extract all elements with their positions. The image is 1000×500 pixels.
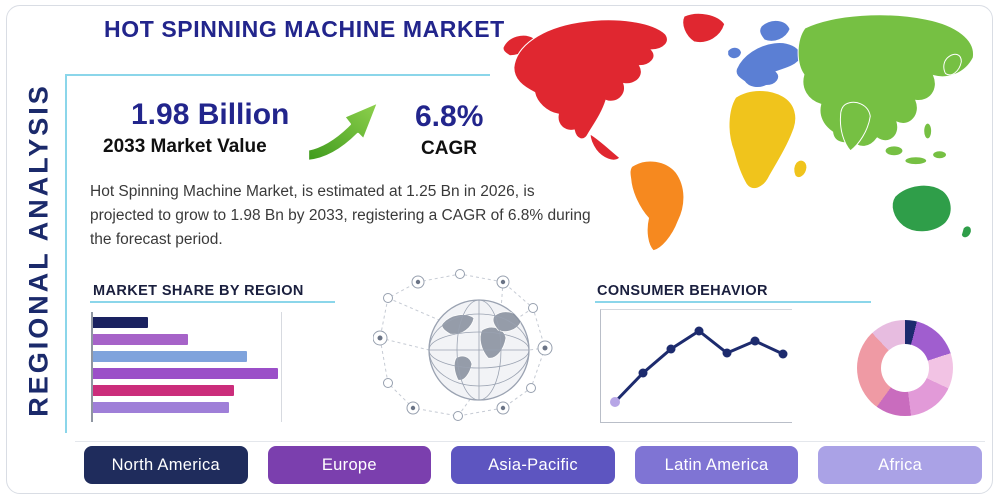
line-point-5 — [751, 337, 760, 346]
growth-arrow-icon — [303, 84, 385, 166]
line-point-1 — [639, 369, 648, 378]
section-title-market-share: MARKET SHARE BY REGION — [93, 283, 304, 299]
market-share-underline — [90, 301, 335, 303]
page-title: HOT SPINNING MACHINE MARKET — [104, 16, 505, 43]
donut-chart — [857, 320, 953, 416]
accent-line-horizontal — [65, 74, 490, 76]
cagr-label: CAGR — [421, 138, 477, 160]
map-north-america — [514, 20, 667, 139]
map-scandinavia — [760, 20, 790, 41]
region-buttons: North America Europe Asia-Pacific Latin Ame… — [84, 446, 982, 484]
globe-network-illustration — [373, 268, 585, 428]
side-label-regional-analysis: REGIONAL ANALYSIS — [24, 78, 58, 423]
region-button-latin-america[interactable]: Latin America — [635, 446, 799, 484]
section-title-consumer-behavior: CONSUMER BEHAVIOR — [597, 283, 768, 299]
map-island-sumatra — [885, 146, 903, 156]
line-point-4 — [723, 349, 732, 358]
region-button-north-america[interactable]: North America — [84, 446, 248, 484]
bar-chart-bar-0 — [93, 317, 148, 328]
market-value-label: 2033 Market Value — [103, 136, 267, 158]
market-value-stat: 1.98 Billion — [131, 98, 289, 132]
bar-chart-bars — [93, 317, 326, 413]
infographic-canvas: HOT SPINNING MACHINE MARKET REGIONAL ANA… — [0, 0, 1000, 500]
line-point-6 — [779, 350, 788, 359]
bar-chart-bar-5 — [93, 402, 229, 413]
bar-chart-bar-1 — [93, 334, 188, 345]
map-central-america — [590, 134, 620, 160]
map-uk — [728, 47, 742, 58]
bar-chart-bar-4 — [93, 385, 234, 396]
map-australia — [892, 185, 951, 232]
world-map — [500, 5, 995, 257]
bar-chart-bar-3 — [93, 368, 278, 379]
map-new-zealand — [961, 226, 971, 238]
line-chart-svg — [601, 310, 793, 424]
region-button-europe[interactable]: Europe — [268, 446, 432, 484]
bar-chart-gridline — [281, 312, 282, 422]
map-madagascar — [794, 160, 807, 177]
map-island-java — [905, 157, 927, 165]
bar-chart-bar-2 — [93, 351, 247, 362]
donut-hole — [881, 344, 929, 392]
region-button-asia-pacific[interactable]: Asia-Pacific — [451, 446, 615, 484]
map-island-guinea — [933, 151, 947, 159]
map-south-america — [630, 161, 684, 251]
buttons-divider-line — [75, 441, 985, 442]
line-point-3 — [695, 327, 704, 336]
map-asia — [798, 15, 973, 147]
region-button-africa[interactable]: Africa — [818, 446, 982, 484]
accent-line-vertical — [65, 74, 67, 433]
map-africa — [729, 91, 796, 189]
map-greenland — [683, 13, 725, 42]
cagr-stat: 6.8% — [415, 100, 483, 134]
map-europe — [736, 43, 802, 88]
bar-chart — [91, 312, 326, 422]
line-point-2 — [667, 345, 676, 354]
line-chart — [600, 309, 792, 423]
consumer-behavior-underline — [595, 301, 871, 303]
map-island-philippines — [924, 123, 932, 139]
line-point-0 — [610, 397, 620, 407]
